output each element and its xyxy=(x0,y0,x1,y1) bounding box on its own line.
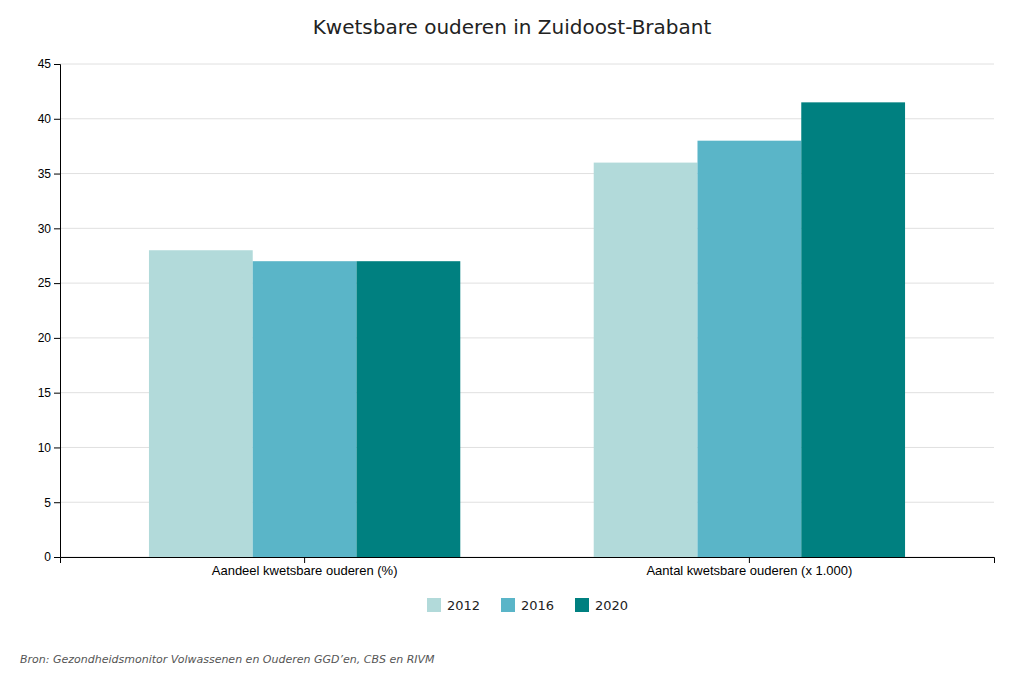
chart: Kwetsbare ouderen in Zuidoost-Brabant 0 5 1… xyxy=(0,0,1024,677)
tick-label: 25 xyxy=(38,276,52,290)
tick-label: 20 xyxy=(38,331,52,345)
tick-label: 45 xyxy=(38,57,52,71)
legend-item: 2012 xyxy=(427,598,480,613)
legend-label: 2020 xyxy=(595,598,628,613)
legend-item: 2016 xyxy=(501,598,554,613)
tick-mark xyxy=(54,283,60,284)
legend-swatch xyxy=(427,598,441,612)
bar xyxy=(801,102,905,557)
legend-swatch xyxy=(575,598,589,612)
tick: 15 xyxy=(38,386,60,400)
tick-mark xyxy=(54,174,60,175)
tick-label: 0 xyxy=(44,550,51,564)
bar xyxy=(594,163,698,557)
tick: 40 xyxy=(38,112,60,126)
tick-mark xyxy=(54,228,60,229)
bar xyxy=(149,250,253,557)
tick-mark xyxy=(54,338,60,339)
tick-mark xyxy=(54,502,60,503)
legend-label: 2016 xyxy=(521,598,554,613)
plot: 0 5 10 15 20 25 30 35 40 45 Aandeel kwetsbare oude… xyxy=(38,57,995,578)
tick-label: 30 xyxy=(38,222,52,236)
bar xyxy=(697,141,801,557)
tick-label: 5 xyxy=(44,496,51,510)
bars xyxy=(149,102,905,557)
tick-mark xyxy=(54,557,60,558)
legend: 2012 2016 2020 xyxy=(427,598,628,613)
tick-label: Aandeel kwetsbare ouderen (%) xyxy=(212,563,398,578)
legend-label: 2012 xyxy=(447,598,480,613)
bar xyxy=(357,261,461,557)
tick-label: 15 xyxy=(38,386,52,400)
series xyxy=(253,141,802,557)
tick-label: 10 xyxy=(38,441,52,455)
tick: 25 xyxy=(38,276,60,290)
bar xyxy=(253,261,357,557)
tick: Aantal kwetsbare ouderen (x 1.000) xyxy=(646,557,852,578)
annotation: Bron: Gezondheidsmonitor Volwassenen en … xyxy=(20,653,435,666)
tick: 35 xyxy=(38,167,60,181)
tick-mark xyxy=(54,64,60,65)
y-axis: 0 5 10 15 20 25 30 35 40 45 xyxy=(38,57,61,564)
tick-label: 40 xyxy=(38,112,52,126)
tick-mark xyxy=(54,447,60,448)
legend-item: 2020 xyxy=(575,598,628,613)
title: Kwetsbare ouderen in Zuidoost-Brabant xyxy=(313,15,712,39)
grid-line xyxy=(60,64,994,65)
series xyxy=(357,102,906,557)
tick: Aandeel kwetsbare ouderen (%) xyxy=(212,557,398,578)
tick: 20 xyxy=(38,331,60,345)
legend-swatch xyxy=(501,598,515,612)
tick-mark xyxy=(54,119,60,120)
x-axis: Aandeel kwetsbare ouderen (%) Aantal kwet… xyxy=(61,557,995,578)
tick-label: Aantal kwetsbare ouderen (x 1.000) xyxy=(646,563,852,578)
axis-line xyxy=(61,558,995,564)
tick: 45 xyxy=(38,57,60,71)
tick-mark xyxy=(304,557,305,563)
tick: 10 xyxy=(38,441,60,455)
series xyxy=(149,163,698,557)
axis-line xyxy=(54,65,61,558)
tick: 0 xyxy=(44,550,60,564)
grid xyxy=(60,64,994,557)
tick: 30 xyxy=(38,222,60,236)
tick-mark xyxy=(54,393,60,394)
tick: 5 xyxy=(44,496,60,510)
tick-label: 35 xyxy=(38,167,52,181)
tick-mark xyxy=(749,557,750,563)
